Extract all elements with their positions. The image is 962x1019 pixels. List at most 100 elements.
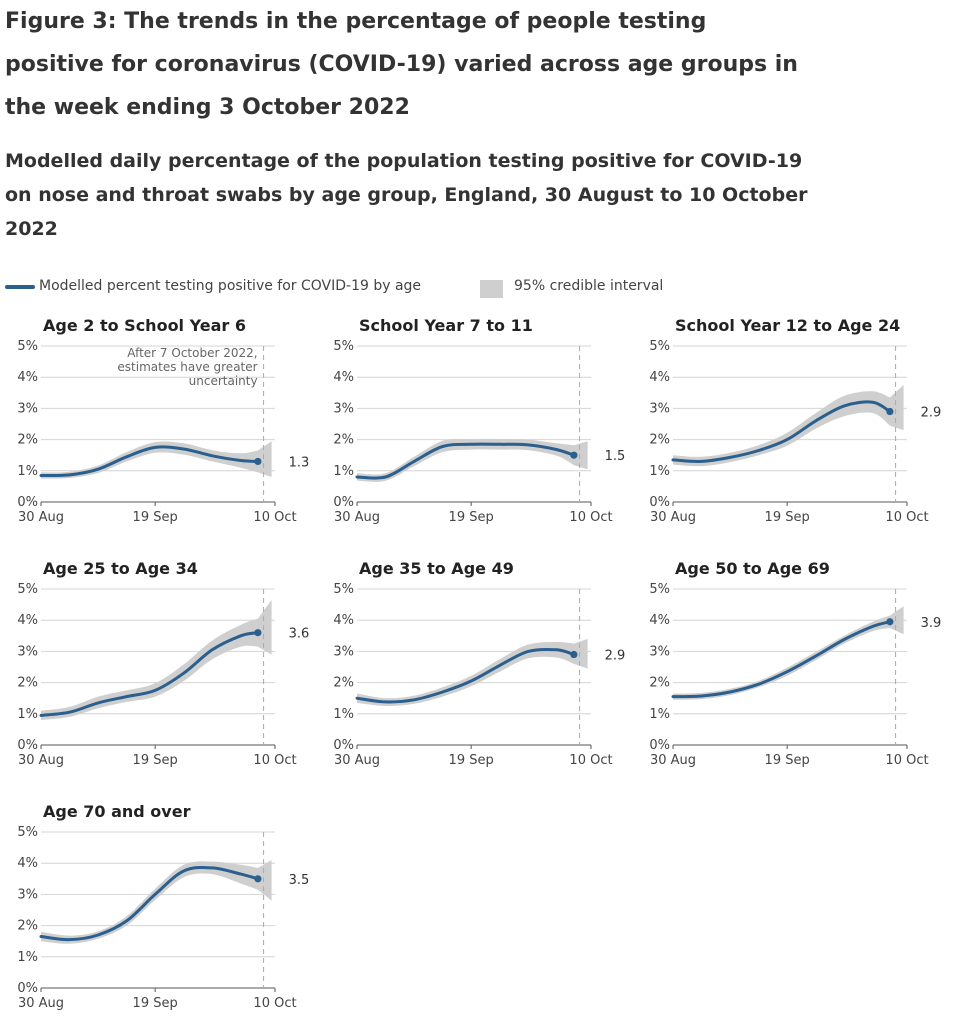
legend-band-swatch: [480, 280, 503, 298]
y-tick-label: 5%: [17, 582, 38, 597]
y-tick-label: 3%: [333, 401, 354, 416]
panel-title: School Year 12 to Age 24: [675, 316, 900, 335]
legend-line-label: Modelled percent testing positive for CO…: [39, 278, 422, 294]
chart-panel: Age 35 to Age 49 0% 1% 2% 3% 4% 5% 30 Aug 19 Sep…: [333, 559, 625, 768]
y-tick-label: 4%: [17, 613, 38, 628]
uncertainty-note: After 7 October 2022, estimates have grea…: [117, 346, 257, 388]
x-tick-label: 10 Oct: [885, 510, 928, 525]
credible-interval-band: [357, 638, 588, 707]
y-tick-label: 4%: [649, 370, 670, 385]
legend-line-swatch: [5, 285, 35, 289]
credible-interval-band: [41, 599, 272, 720]
y-tick-label: 2%: [333, 433, 354, 448]
x-tick-label: 19 Sep: [133, 996, 178, 1011]
y-tick-label: 0%: [333, 495, 354, 510]
y-tick-label: 2%: [17, 676, 38, 691]
y-tick-label: 2%: [17, 433, 38, 448]
end-value-label: 2.9: [921, 406, 942, 421]
y-tick-label: 2%: [333, 676, 354, 691]
y-tick-label: 1%: [333, 707, 354, 722]
x-tick-label: 10 Oct: [569, 753, 612, 768]
panel-title: Age 2 to School Year 6: [43, 316, 246, 335]
credible-interval-band: [673, 385, 904, 467]
y-tick-label: 5%: [649, 582, 670, 597]
end-value-label: 2.9: [605, 649, 626, 664]
y-tick-label: 3%: [649, 401, 670, 416]
y-tick-label: 5%: [17, 825, 38, 840]
x-tick-label: 19 Sep: [765, 510, 810, 525]
y-tick-label: 5%: [649, 339, 670, 354]
x-tick-label: 19 Sep: [449, 510, 494, 525]
y-tick-label: 4%: [17, 370, 38, 385]
y-tick-label: 0%: [17, 738, 38, 753]
x-tick-label: 30 Aug: [18, 996, 64, 1011]
end-value-label: 1.3: [289, 455, 310, 470]
y-tick-label: 0%: [17, 495, 38, 510]
panel-title: School Year 7 to 11: [359, 316, 533, 335]
x-tick-label: 30 Aug: [650, 510, 696, 525]
y-tick-label: 1%: [649, 707, 670, 722]
chart-panel: Age 70 and over 0% 1% 2% 3% 4% 5% 30 Aug 19 Sep 1…: [17, 802, 309, 1011]
y-tick-label: 0%: [17, 981, 38, 996]
panel-title: Age 25 to Age 34: [43, 559, 198, 578]
x-tick-label: 10 Oct: [253, 753, 296, 768]
y-tick-label: 4%: [333, 370, 354, 385]
end-value-label: 3.5: [289, 873, 310, 888]
y-tick-label: 3%: [649, 644, 670, 659]
series-line: [355, 647, 576, 704]
series-line: [355, 442, 576, 480]
x-tick-label: 10 Oct: [253, 996, 296, 1011]
credible-interval-band: [357, 438, 588, 482]
end-point: [570, 451, 578, 459]
chart-panel: School Year 12 to Age 24 0% 1% 2% 3% 4% 5% 30 A…: [649, 316, 941, 525]
figure-subtitle: Modelled daily percentage of the populat…: [5, 150, 808, 240]
y-tick-label: 3%: [17, 887, 38, 902]
series-line: [39, 866, 260, 942]
chart-panel: School Year 7 to 11 0% 1% 2% 3% 4% 5% 30 Aug 19 …: [333, 316, 625, 525]
x-tick-label: 19 Sep: [449, 753, 494, 768]
credible-interval-band: [41, 860, 272, 944]
end-point: [886, 618, 894, 626]
end-point: [254, 875, 262, 883]
figure-title: Figure 3: The trends in the percentage o…: [5, 9, 798, 120]
chart-panel: Age 50 to Age 69 0% 1% 2% 3% 4% 5% 30 Aug 19 Sep…: [649, 559, 941, 768]
x-tick-label: 30 Aug: [334, 510, 380, 525]
end-value-label: 3.9: [921, 616, 942, 631]
y-tick-label: 0%: [333, 738, 354, 753]
x-tick-label: 30 Aug: [18, 510, 64, 525]
chart-panel: Age 2 to School Year 6 0% 1% 2% 3% 4% 5% 30 Aug…: [17, 316, 309, 525]
y-tick-label: 5%: [333, 582, 354, 597]
legend-band-label: 95% credible interval: [514, 278, 664, 294]
chart-panel: Age 25 to Age 34 0% 1% 2% 3% 4% 5% 30 Aug 19 Sep…: [17, 559, 309, 768]
panel-title: Age 35 to Age 49: [359, 559, 514, 578]
x-tick-label: 10 Oct: [253, 510, 296, 525]
y-tick-label: 1%: [17, 707, 38, 722]
y-tick-label: 0%: [649, 738, 670, 753]
y-tick-label: 3%: [17, 401, 38, 416]
y-tick-label: 5%: [17, 339, 38, 354]
x-tick-label: 30 Aug: [650, 753, 696, 768]
series-line: [39, 445, 260, 478]
uncertainty-note-line: After 7 October 2022,: [127, 346, 257, 360]
y-tick-label: 1%: [17, 950, 38, 965]
uncertainty-note-line: uncertainty: [189, 374, 258, 388]
x-tick-label: 19 Sep: [765, 753, 810, 768]
end-point: [254, 629, 262, 637]
y-tick-label: 2%: [17, 919, 38, 934]
end-value-label: 3.6: [289, 627, 310, 642]
y-tick-label: 2%: [649, 676, 670, 691]
y-tick-label: 3%: [17, 644, 38, 659]
y-tick-label: 4%: [17, 856, 38, 871]
end-point: [570, 650, 578, 659]
x-tick-label: 19 Sep: [133, 753, 178, 768]
x-tick-label: 10 Oct: [885, 753, 928, 768]
y-tick-label: 2%: [649, 433, 670, 448]
y-tick-label: 4%: [333, 613, 354, 628]
panel-title: Age 50 to Age 69: [675, 559, 830, 578]
y-tick-label: 1%: [649, 464, 670, 479]
y-tick-label: 0%: [649, 495, 670, 510]
x-tick-label: 10 Oct: [569, 510, 612, 525]
end-value-label: 1.5: [605, 449, 626, 464]
end-point: [886, 407, 894, 416]
